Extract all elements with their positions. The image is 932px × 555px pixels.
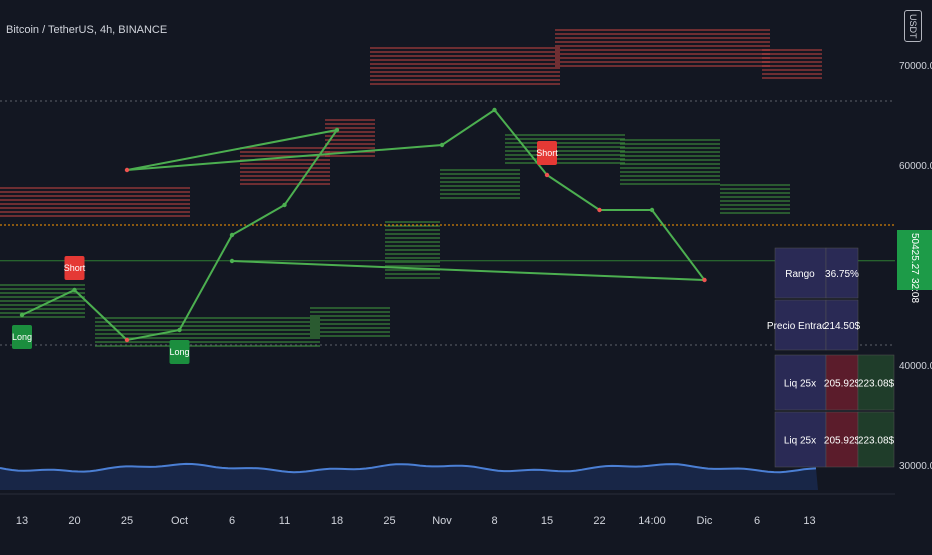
price-point — [334, 127, 340, 133]
y-tick-label: 30000.00 — [899, 461, 932, 472]
last-price-value: 50425.27 — [909, 233, 920, 275]
x-tick-label: 13 — [16, 515, 28, 527]
x-tick-label: 20 — [68, 515, 80, 527]
x-tick-label: 15 — [541, 515, 553, 527]
table-label-cell — [774, 247, 827, 299]
volume-panel — [0, 462, 818, 490]
table-extra: 223.08$ — [858, 379, 895, 390]
signal-long-label: Long — [169, 347, 189, 357]
symbol-title: Bitcoin / TetherUS, 4h, BINANCE — [6, 24, 168, 36]
x-tick-label: 18 — [331, 515, 343, 527]
table-label: Liq 25x — [784, 436, 816, 447]
table-value: 36.75% — [825, 269, 859, 280]
price-axis: 70000.00 60000.00 40000.00 30000.00 — [899, 61, 932, 472]
signal-long-label: Long — [12, 332, 32, 342]
x-tick-label: 25 — [121, 515, 133, 527]
table-value-cell — [825, 299, 859, 351]
signal-long-box — [12, 325, 32, 349]
signal-short-label: Short — [536, 148, 558, 158]
price-point — [597, 207, 602, 213]
table-extra-cell — [857, 354, 895, 411]
y-tick-label: 60000.00 — [899, 161, 932, 172]
countdown-value: 32:08 — [909, 277, 920, 303]
x-tick-label: 8 — [491, 515, 497, 527]
table-label: Liq 25x — [784, 379, 816, 390]
x-tick-label: 13 — [803, 515, 815, 527]
price-point — [544, 172, 550, 178]
table-label-cell — [774, 354, 827, 411]
price-point — [439, 142, 445, 148]
x-tick-label: 22 — [593, 515, 605, 527]
y-tick-label: 40000.00 — [899, 361, 932, 372]
table-extra: 223.08$ — [858, 436, 895, 447]
table-extra-cell — [857, 411, 895, 468]
x-tick-label: 6 — [754, 515, 760, 527]
x-tick-label: 14:00 — [638, 515, 666, 527]
currency-button[interactable]: USDT — [904, 10, 922, 42]
price-point — [492, 107, 497, 113]
price-point — [229, 258, 235, 264]
x-tick-label: 25 — [383, 515, 395, 527]
price-point — [177, 327, 182, 333]
signal-short-box — [64, 256, 85, 280]
price-point — [72, 287, 77, 293]
signal-short-label: Short — [64, 263, 86, 273]
x-tick-label: Oct — [171, 515, 188, 527]
table-value-cell — [825, 247, 859, 299]
table-value: 205.92$ — [824, 436, 861, 447]
y-tick-label: 70000.00 — [899, 61, 932, 72]
range-bands — [0, 29, 822, 347]
price-series — [19, 107, 707, 343]
x-tick-label: 6 — [229, 515, 235, 527]
price-point — [124, 337, 130, 343]
table-label-cell — [774, 411, 827, 468]
volume-area — [0, 463, 818, 490]
table-value-cell — [825, 411, 859, 468]
price-point — [19, 312, 25, 318]
x-tick-label: 11 — [279, 515, 290, 527]
x-tick-label: Dic — [697, 515, 713, 527]
table-label: Rango — [785, 269, 815, 280]
volume-line — [0, 462, 817, 474]
table-label-cell — [774, 299, 827, 351]
table-value-cell — [825, 354, 859, 411]
x-tick-label: Nov — [432, 515, 452, 527]
price-point — [282, 202, 287, 208]
last-price-tag: 50425.27 32:08 — [897, 230, 932, 303]
price-point — [649, 207, 655, 213]
signal-long-box — [169, 340, 190, 364]
table-value: 205.92$ — [824, 379, 861, 390]
reference-lines — [0, 100, 895, 346]
signal-short-box — [537, 141, 557, 165]
table-label: Precio Entrada — [767, 321, 834, 332]
table-value: 214.50$ — [824, 321, 861, 332]
time-axis: 13 20 25 Oct 6 11 18 25 Nov 8 15 22 14:00 Dic 6 13 — [0, 493, 895, 527]
signal-markers: Short Long Long Short — [12, 141, 558, 364]
price-point — [229, 232, 235, 238]
price-point — [124, 167, 130, 173]
price-point — [702, 277, 707, 283]
